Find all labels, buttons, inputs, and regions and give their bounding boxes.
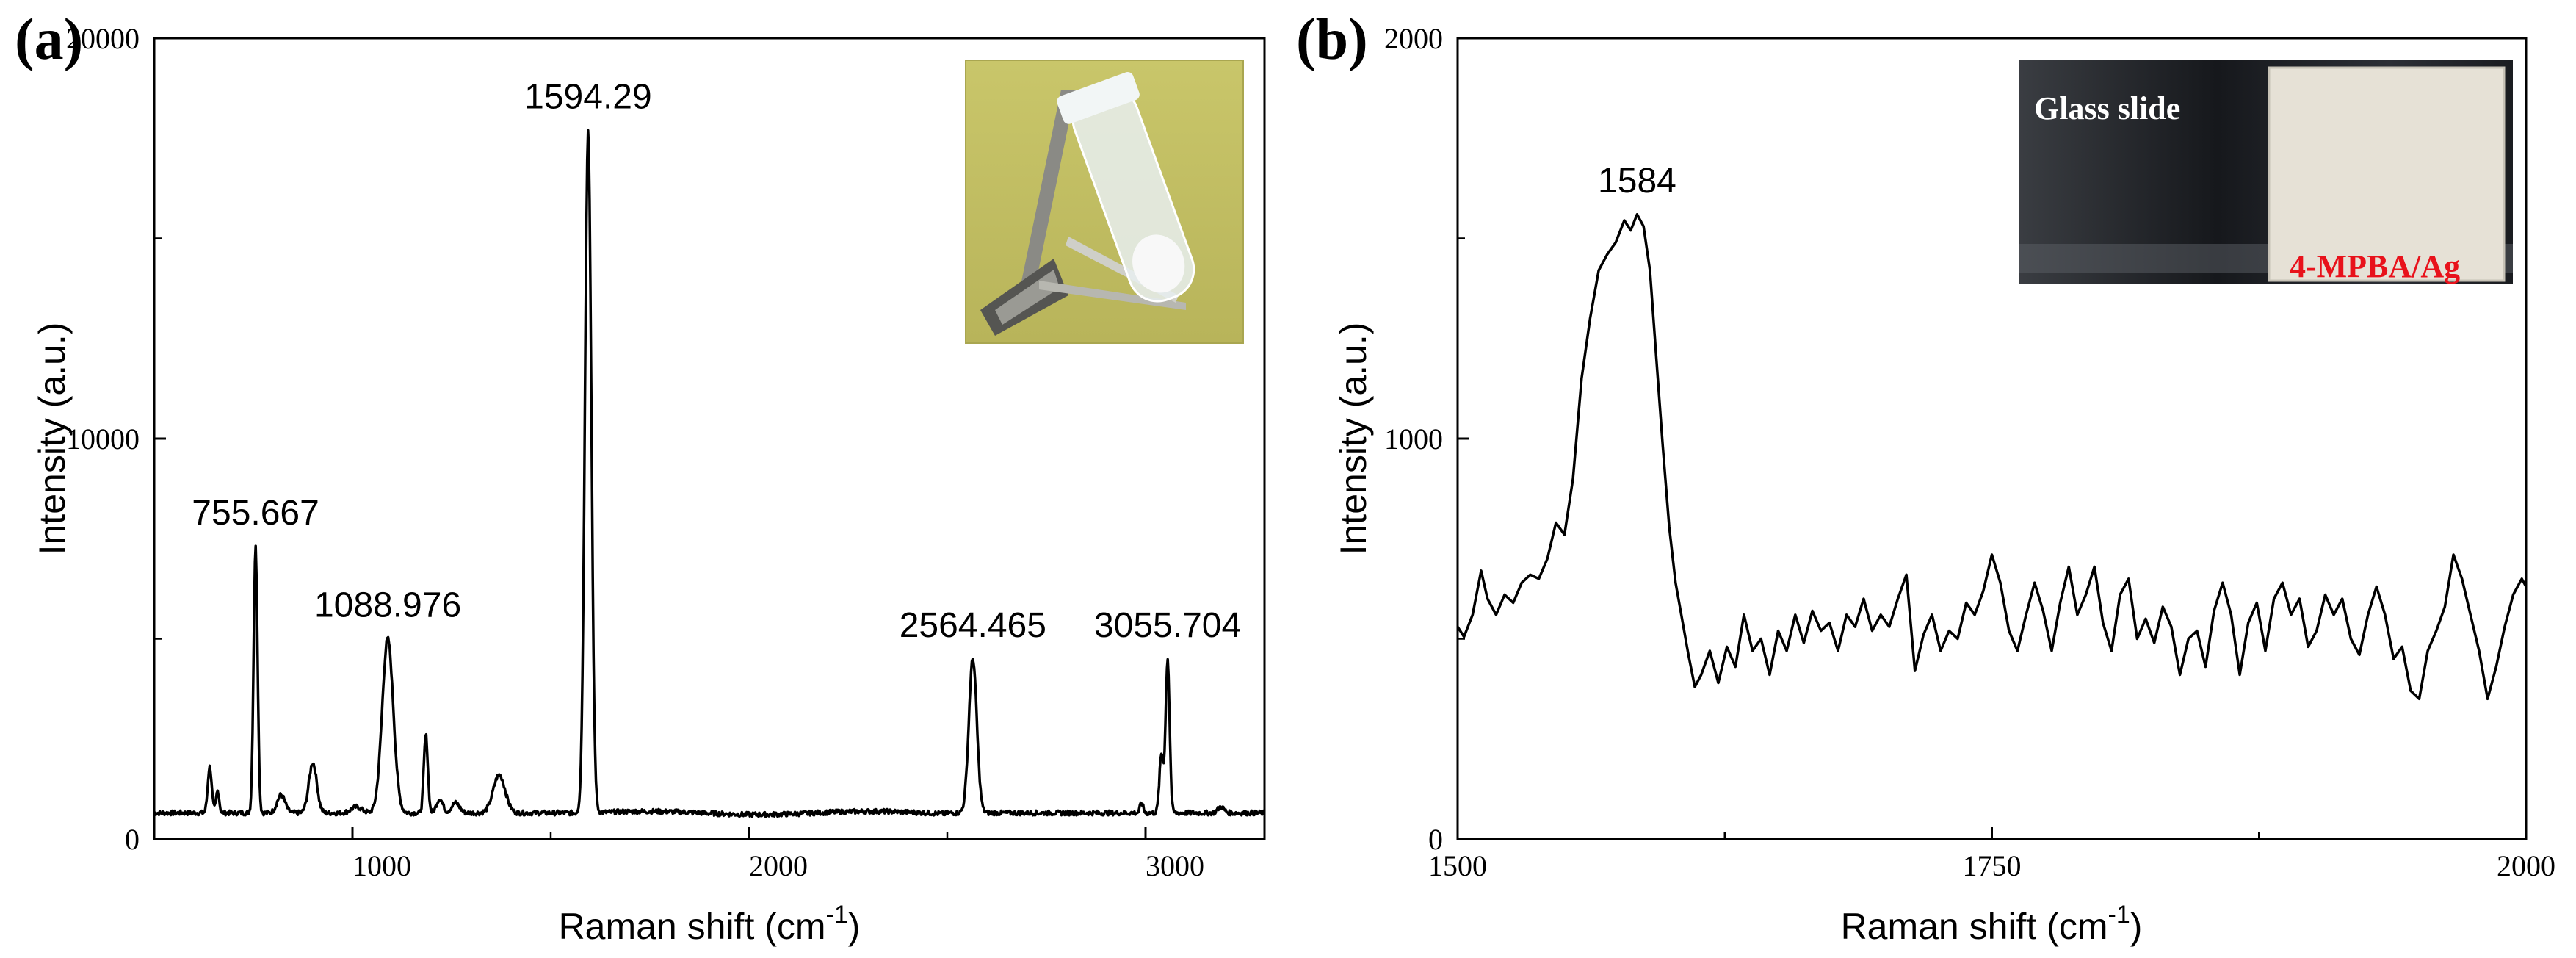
x-tick-label-2000: 2000 xyxy=(749,849,808,882)
vial-photo-inset xyxy=(965,60,1244,344)
y-tick-label-0: 0 xyxy=(125,823,140,856)
panel-a-label: (a) xyxy=(15,7,83,72)
x-tick-label-3000: 3000 xyxy=(1146,849,1204,882)
panel-a-y-axis-title: Intensity (a.u.) xyxy=(32,323,73,555)
panel-a-spectrum-line xyxy=(153,129,1266,818)
x-tick-label-1500: 1500 xyxy=(1428,849,1487,882)
panel-b-y-ticks: 0 1000 2000 xyxy=(1384,22,1469,856)
peak-label-755-667: 755.667 xyxy=(192,494,319,533)
y-tick-label-0: 0 xyxy=(1428,823,1443,856)
peak-label-1584: 1584 xyxy=(1598,162,1676,201)
peak-label-2564-465: 2564.465 xyxy=(900,606,1046,645)
y-tick-label-2000: 2000 xyxy=(1384,22,1443,55)
sample-label: 4-MPBA/Ag xyxy=(2290,248,2460,284)
panel-b-peak-annotations: 1584 xyxy=(1598,162,1676,201)
panel-a: (a) 0 10000 xyxy=(15,7,1266,947)
panel-b-x-axis-title: Raman shift (cm-1) xyxy=(1841,901,2143,947)
panel-b-spectrum-line xyxy=(1456,213,2528,701)
panel-b: (b) Glass slide 4-MPBA/Ag 0 1000 2000 xyxy=(1296,7,2555,947)
panel-b-y-axis-title: Intensity (a.u.) xyxy=(1333,323,1374,555)
peak-label-3055-704: 3055.704 xyxy=(1094,606,1241,645)
x-tick-label-1000: 1000 xyxy=(352,849,411,882)
glass-slide-photo-inset: Glass slide 4-MPBA/Ag xyxy=(2019,60,2513,284)
y-tick-label-10000: 10000 xyxy=(66,422,140,455)
panel-a-peak-annotations: 755.667 1088.976 1594.29 2564.465 3055.704 xyxy=(192,77,1241,644)
panel-a-x-ticks: 1000 2000 3000 xyxy=(351,827,1204,882)
panel-b-x-ticks: 1500 1750 2000 xyxy=(1428,827,2555,882)
y-tick-label-20000: 20000 xyxy=(66,22,140,55)
panel-a-x-axis-title: Raman shift (cm-1) xyxy=(559,901,861,947)
peak-label-1594-29: 1594.29 xyxy=(524,77,652,116)
peak-label-1088-976: 1088.976 xyxy=(314,586,461,625)
x-tick-label-2000: 2000 xyxy=(2497,849,2555,882)
x-tick-label-1750: 1750 xyxy=(1963,849,2022,882)
glass-slide-label: Glass slide xyxy=(2034,90,2180,126)
y-tick-label-1000: 1000 xyxy=(1384,422,1443,455)
panel-a-y-ticks: 0 10000 20000 xyxy=(66,22,166,856)
panel-b-label: (b) xyxy=(1296,7,1368,72)
